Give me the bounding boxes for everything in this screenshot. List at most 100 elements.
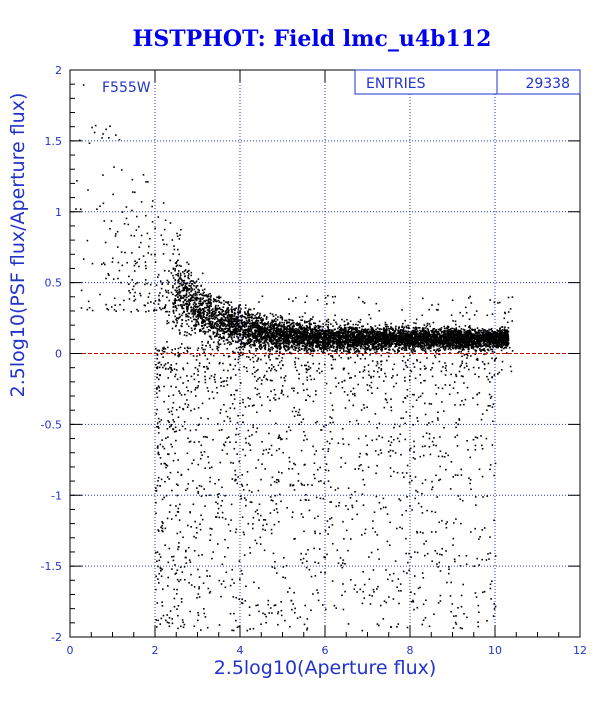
data-point: [197, 312, 200, 315]
data-point: [271, 348, 273, 351]
data-point: [489, 335, 491, 338]
data-point: [412, 331, 414, 333]
data-point: [196, 324, 198, 326]
data-point: [463, 349, 465, 351]
data-point: [502, 344, 505, 347]
data-point: [302, 337, 305, 340]
data-point: [281, 335, 284, 337]
data-point: [268, 353, 271, 356]
data-point: [263, 331, 266, 334]
data-point: [374, 340, 376, 342]
data-point: [495, 339, 497, 342]
data-point: [392, 348, 394, 351]
data-point: [245, 324, 248, 326]
data-point: [231, 334, 233, 336]
data-point: [201, 318, 203, 320]
data-point: [499, 343, 501, 345]
data-point: [204, 333, 206, 335]
data-point: [208, 310, 210, 313]
data-point: [358, 337, 361, 339]
data-point: [186, 310, 188, 312]
data-point: [220, 322, 223, 325]
data-point: [314, 328, 316, 330]
data-point: [313, 326, 316, 329]
data-point: [262, 318, 264, 320]
data-point: [475, 340, 478, 343]
data-point: [244, 329, 246, 332]
data-point: [380, 345, 382, 347]
data-point: [307, 320, 310, 323]
data-point: [297, 340, 300, 342]
data-point: [240, 321, 243, 324]
data-point: [246, 335, 249, 337]
data-point: [454, 336, 457, 338]
data-point: [374, 337, 376, 339]
data-point: [174, 306, 177, 309]
data-point: [301, 335, 303, 338]
data-point: [289, 341, 291, 344]
data-point: [331, 330, 333, 332]
data-point: [226, 309, 228, 311]
data-point: [390, 343, 393, 345]
data-point: [299, 322, 301, 325]
data-point: [282, 339, 284, 341]
data-point: [464, 344, 466, 346]
data-point: [488, 329, 491, 331]
data-point: [397, 337, 399, 340]
data-point: [176, 322, 178, 324]
data-point: [231, 320, 233, 322]
data-point: [425, 336, 427, 339]
data-point: [436, 343, 439, 346]
data-point: [229, 334, 231, 336]
data-point: [461, 345, 464, 348]
data-point: [270, 347, 272, 349]
data-point: [268, 348, 270, 351]
data-point: [375, 332, 378, 335]
data-point: [225, 325, 227, 328]
data-point: [287, 347, 289, 349]
data-point: [343, 328, 345, 331]
data-point: [245, 328, 248, 331]
data-point: [452, 341, 454, 343]
data-point: [359, 321, 361, 324]
data-point: [356, 335, 358, 337]
data-point: [276, 330, 279, 332]
data-point: [276, 346, 279, 349]
data-point: [266, 316, 268, 319]
data-point: [357, 320, 360, 323]
data-point: [415, 327, 418, 330]
data-point: [362, 340, 365, 342]
data-point: [483, 329, 486, 331]
data-point: [369, 339, 371, 341]
data-point: [359, 345, 362, 348]
data-point: [484, 329, 487, 332]
data-point: [231, 324, 233, 326]
data-point: [352, 336, 354, 338]
data-point: [212, 308, 214, 310]
data-point: [204, 306, 206, 309]
data-point: [179, 276, 182, 278]
data-point: [358, 326, 361, 329]
data-point: [279, 322, 281, 325]
data-point: [247, 311, 249, 314]
data-point: [379, 334, 382, 337]
data-point: [343, 342, 346, 345]
data-point: [378, 335, 380, 338]
data-point: [227, 313, 230, 316]
data-point: [336, 349, 338, 351]
data-point: [281, 342, 283, 344]
data-point: [346, 338, 348, 340]
data-point: [240, 333, 242, 336]
data-point: [210, 315, 213, 318]
data-point: [273, 333, 276, 335]
data-point: [415, 322, 417, 325]
data-point: [283, 326, 286, 328]
data-point: [347, 342, 350, 345]
data-point: [415, 332, 417, 334]
data-point: [285, 343, 287, 345]
data-point: [420, 346, 423, 348]
data-point: [315, 340, 318, 342]
data-point: [305, 337, 308, 339]
data-point: [263, 324, 265, 326]
data-point: [337, 337, 340, 339]
